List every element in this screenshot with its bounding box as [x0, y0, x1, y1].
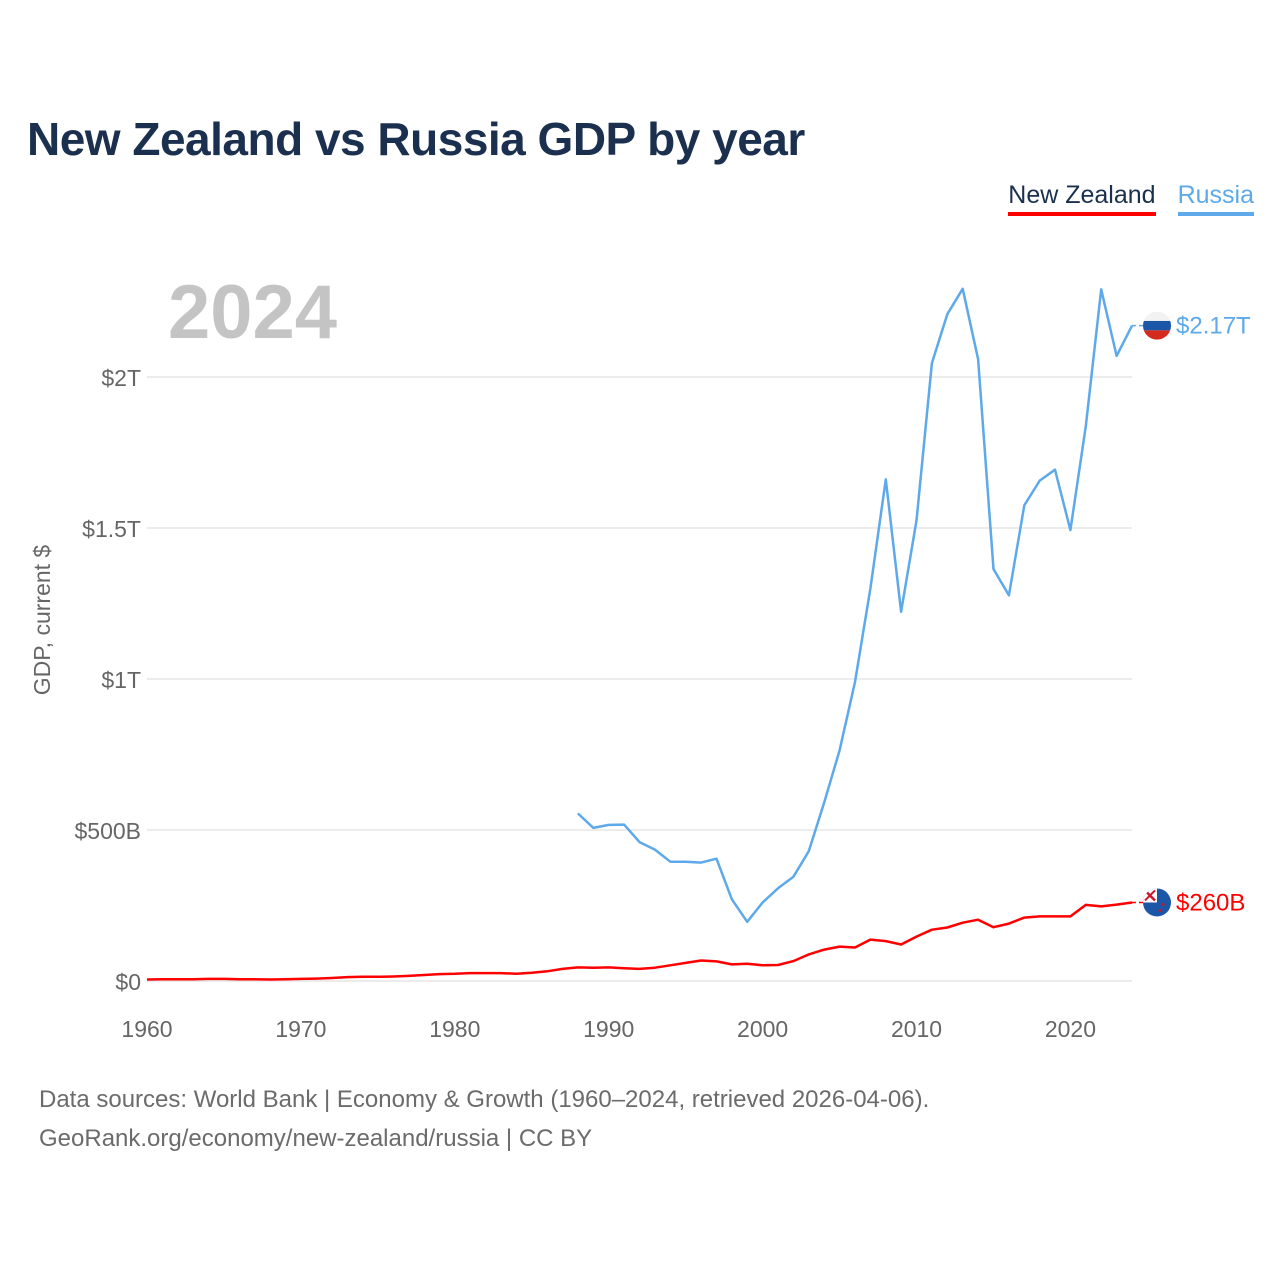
end-label-russia: $2.17T — [1176, 313, 1251, 340]
end-label-new-zealand: $260B — [1176, 889, 1245, 916]
x-tick-label: 1990 — [583, 1016, 634, 1042]
legend: New Zealand Russia — [1008, 180, 1254, 216]
series-line-russia — [577, 287, 1134, 924]
x-tick-label: 1970 — [275, 1016, 326, 1042]
x-tick-label: 2000 — [737, 1016, 788, 1042]
y-tick-label: $2T — [101, 365, 141, 391]
x-tick-label: 1980 — [429, 1016, 480, 1042]
russia-flag-icon — [1143, 311, 1171, 340]
x-tick-label: 2020 — [1045, 1016, 1096, 1042]
series-line-new-zealand — [146, 901, 1133, 981]
x-tick-label: 2010 — [891, 1016, 942, 1042]
flag-cross — [1144, 889, 1156, 902]
end-markers: $260B $2.17T — [1143, 311, 1251, 917]
new-zealand-flag-icon — [1143, 888, 1171, 917]
flag-stripe-blue — [1143, 320, 1171, 331]
flag-stripe-white — [1143, 311, 1171, 322]
series-layer — [146, 287, 1143, 981]
y-tick-label: $1T — [101, 667, 141, 693]
footer: Data sources: World Bank | Economy & Gro… — [39, 1080, 929, 1158]
x-ticks: 1960 1970 1980 1990 2000 2010 2020 — [121, 1016, 1096, 1042]
year-watermark: 2024 — [168, 270, 337, 355]
grid: $0 $500B $1T $1.5T $2T — [74, 365, 1132, 995]
y-axis-title: GDP, current $ — [29, 545, 55, 696]
chart: 2024 GDP, current $ $0 $500B $1T $1.5T $2T 1… — [29, 270, 1251, 1042]
y-tick-label: $500B — [74, 818, 141, 844]
source-link[interactable]: GeoRank.org/economy/new-zealand/russia |… — [39, 1125, 593, 1152]
flag-star — [1158, 908, 1162, 912]
flag-stripe-red — [1143, 330, 1171, 340]
data-sources: Data sources: World Bank | Economy & Gro… — [39, 1086, 930, 1113]
flag-star — [1161, 902, 1165, 906]
y-tick-label: $1.5T — [82, 516, 141, 542]
chart-title: New Zealand vs Russia GDP by year — [27, 113, 805, 165]
x-tick-label: 1960 — [121, 1016, 172, 1042]
legend-russia[interactable]: Russia — [1177, 180, 1254, 216]
y-tick-label: $0 — [115, 969, 141, 995]
legend-new-zealand[interactable]: New Zealand — [1008, 180, 1156, 216]
